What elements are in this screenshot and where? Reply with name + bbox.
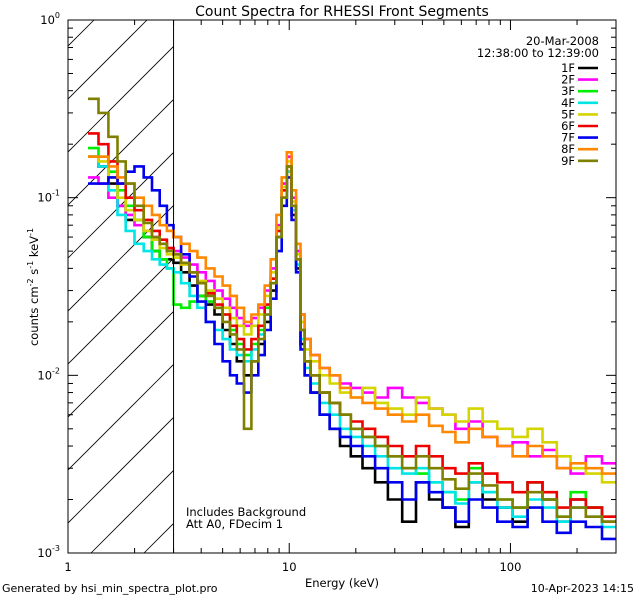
annotation-attenuator: Att A0, FDecim 1	[186, 517, 283, 531]
date-label: 20-Mar-2008	[526, 34, 599, 48]
legend-label-5f: 5F	[561, 107, 575, 121]
y-tick-label: 10-1	[37, 189, 60, 205]
hatch-line	[68, 204, 174, 312]
legend-label-6f: 6F	[561, 119, 575, 133]
y-axis-label: counts cm-2 s-1 keV-1	[26, 228, 41, 346]
chart-title: Count Spectra for RHESSI Front Segments	[195, 4, 489, 20]
legend-label-7f: 7F	[561, 131, 575, 145]
hatch-line	[68, 98, 174, 206]
time-range-label: 12:38:00 to 12:39:00	[477, 46, 599, 60]
y-tick-label: 100	[40, 11, 60, 27]
series-line-6f	[88, 132, 616, 518]
hatch-line	[68, 310, 174, 418]
annotation-background: Includes Background	[186, 505, 306, 519]
series-line-9f	[88, 97, 616, 523]
y-tick-label: 10-2	[37, 366, 60, 382]
series-line-3f	[88, 146, 616, 518]
hatch-line	[68, 257, 174, 365]
legend-label-3f: 3F	[561, 84, 575, 98]
hatch-line	[68, 45, 174, 153]
legend-label-1f: 1F	[561, 61, 575, 75]
series-line-7f	[88, 165, 616, 541]
hatch-line	[68, 416, 174, 524]
plot-frame	[67, 19, 617, 554]
legend-label-4f: 4F	[561, 96, 575, 110]
hatch-line	[68, 20, 148, 100]
legend-label-8f: 8F	[561, 142, 575, 156]
y-tick-label: 10-3	[37, 544, 60, 560]
series-line-8f	[88, 151, 616, 475]
x-tick-label: 10	[282, 560, 297, 574]
x-axis-label: Energy (keV)	[305, 576, 379, 590]
x-tick-label: 1	[64, 560, 71, 574]
hatch-line	[68, 363, 174, 471]
generated-by-text: Generated by hsi_min_spectra_plot.pro	[2, 582, 218, 595]
x-tick-label: 100	[499, 560, 521, 574]
series-line-2f	[88, 155, 616, 475]
timestamp-text: 10-Apr-2023 14:15	[530, 582, 634, 595]
legend-label-9f: 9F	[561, 154, 575, 168]
legend-label-2f: 2F	[561, 73, 575, 87]
hatch-line	[68, 151, 174, 259]
